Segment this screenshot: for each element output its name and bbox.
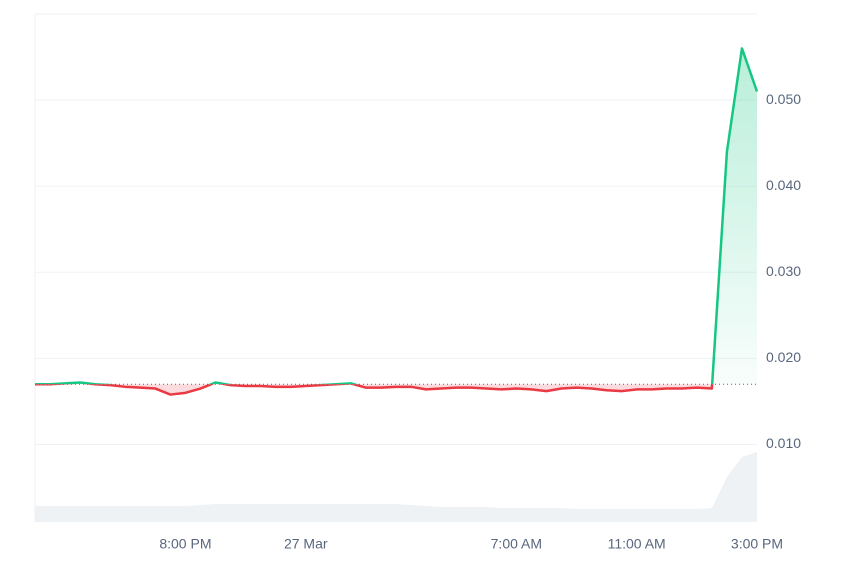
y-tick-label: 0.020	[766, 349, 801, 365]
x-tick-label: 27 Mar	[284, 536, 328, 552]
price-line-down	[35, 384, 714, 396]
y-tick-label: 0.050	[766, 91, 801, 107]
x-tick-label: 7:00 AM	[491, 536, 542, 552]
y-tick-label: 0.030	[766, 263, 801, 279]
area-down	[95, 384, 713, 395]
volume-area	[35, 452, 757, 522]
x-tick-label: 3:00 PM	[731, 536, 783, 552]
x-tick-label: 11:00 AM	[608, 536, 666, 552]
y-tick-label: 0.040	[766, 177, 801, 193]
y-tick-label: 0.010	[766, 435, 801, 451]
x-tick-label: 8:00 PM	[159, 536, 211, 552]
